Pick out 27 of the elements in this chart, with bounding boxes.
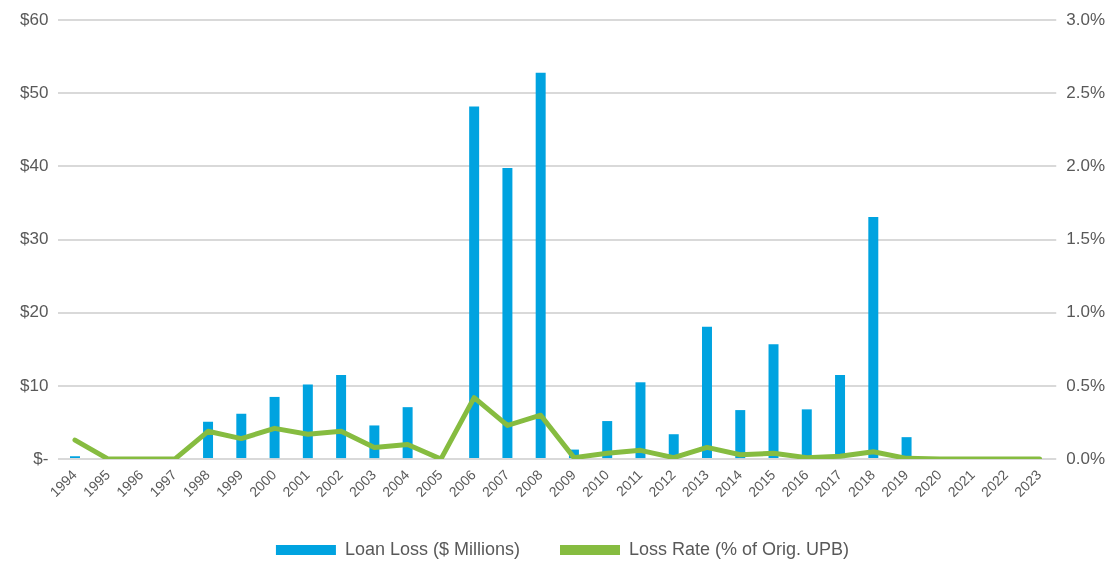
bar bbox=[868, 216, 879, 459]
y-tick-label: $40 bbox=[19, 156, 49, 176]
y-tick-label: $20 bbox=[19, 302, 49, 322]
y2-tick-label: 2.0% bbox=[1066, 156, 1105, 176]
y2-tick-label: 2.5% bbox=[1066, 83, 1105, 103]
y-tick-label: $30 bbox=[19, 229, 49, 249]
y-tick-label: $10 bbox=[19, 375, 49, 395]
bar bbox=[469, 106, 480, 459]
bar bbox=[336, 374, 347, 459]
legend-label: Loan Loss ($ Millions) bbox=[344, 538, 520, 559]
bar bbox=[535, 72, 546, 459]
bar bbox=[768, 344, 779, 459]
y-tick-label: $50 bbox=[19, 83, 49, 103]
y2-tick-label: 0.5% bbox=[1066, 375, 1105, 395]
y2-tick-label: 0.0% bbox=[1066, 448, 1105, 468]
bar bbox=[302, 384, 313, 459]
bar bbox=[502, 167, 513, 459]
y2-tick-label: 3.0% bbox=[1066, 9, 1105, 29]
bar bbox=[735, 410, 746, 459]
bar bbox=[269, 396, 280, 459]
legend-label: Loss Rate (% of Orig. UPB) bbox=[629, 538, 850, 559]
bar bbox=[635, 382, 646, 459]
y-tick-label: $60 bbox=[19, 9, 49, 29]
y-tick-label: $- bbox=[33, 448, 49, 468]
y2-tick-label: 1.0% bbox=[1066, 302, 1105, 322]
bar bbox=[702, 326, 712, 459]
y2-tick-label: 1.5% bbox=[1066, 229, 1105, 249]
